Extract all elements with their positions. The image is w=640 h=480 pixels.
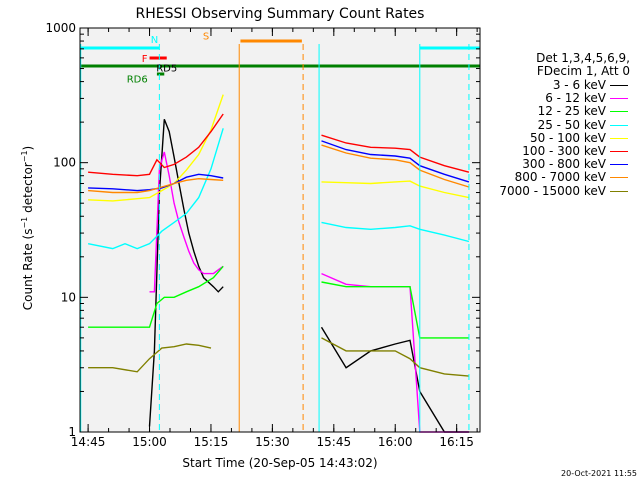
legend-item: 50 - 100 keV xyxy=(470,130,630,145)
legend-header-line-1: Det 1,3,4,5,6,9, xyxy=(536,51,630,65)
legend-item: 100 - 300 keV xyxy=(470,143,630,158)
series-line-2 xyxy=(88,265,224,328)
series-line-5 xyxy=(88,113,224,177)
footer-timestamp: 20-Oct-2021 11:55 xyxy=(561,469,637,478)
marks-layer: NF RD5 RD6 S xyxy=(80,31,480,432)
legend-item-label: 7000 - 15000 keV xyxy=(499,183,606,198)
series-line-4 xyxy=(88,94,224,202)
annotation-1: F xyxy=(142,54,148,65)
legend-item-swatch xyxy=(610,124,628,126)
series-line-7 xyxy=(88,177,224,194)
annotation-2: RD5 xyxy=(156,63,177,74)
legend-item-label: 3 - 6 keV xyxy=(552,78,606,92)
y-tick-label-1: 10 xyxy=(61,290,76,304)
series-line-8 xyxy=(88,343,212,373)
series-line-after-gap-0 xyxy=(320,326,469,433)
series-line-after-gap-5 xyxy=(321,134,470,173)
legend-item: 12 - 25 keV xyxy=(470,105,630,118)
legend-item-swatch xyxy=(610,137,628,139)
series-line-after-gap-3 xyxy=(321,221,470,243)
legend-item-swatch xyxy=(610,190,628,192)
series-line-3 xyxy=(87,128,224,250)
legend-item-label: 800 - 7000 keV xyxy=(514,170,606,185)
axes-layer: 14:45 15:00 15:15 15:30 15:45 16:00 16:15 1 10 10… xyxy=(45,21,481,449)
legend-item-label: 25 - 50 keV xyxy=(537,117,606,132)
legend-item: 300 - 800 keV xyxy=(470,158,630,171)
legend-rows: 3 - 6 keV 6 - 12 keV 12 - 25 keV 25 - 50 ke… xyxy=(470,79,630,198)
y-tick-label-3: 1000 xyxy=(45,21,76,35)
x-tick-label-3: 15:30 xyxy=(255,435,290,449)
x-tick-label-6: 16:15 xyxy=(439,435,474,449)
legend-item: 6 - 12 keV xyxy=(470,92,630,105)
legend-item-swatch xyxy=(610,150,628,152)
x-tick-label-4: 15:45 xyxy=(317,435,352,449)
legend-item: 800 - 7000 keV xyxy=(470,171,630,184)
legend-header-line-2: FDecim 1, Att 0 xyxy=(536,64,630,78)
legend-item-label: 300 - 800 keV xyxy=(522,157,606,172)
series-line-after-gap-4 xyxy=(321,180,470,199)
legend-item: 3 - 6 keV xyxy=(470,79,630,92)
annotation-3: RD6 xyxy=(127,75,148,86)
y-axis-label: Count Rate (s−1 detector−1) xyxy=(20,146,35,310)
x-tick-label-1: 15:00 xyxy=(132,435,167,449)
legend-item-swatch xyxy=(610,98,628,100)
x-tick-label-5: 16:00 xyxy=(378,435,413,449)
legend-item: 7000 - 15000 keV xyxy=(470,183,630,198)
legend-item-label: 100 - 300 keV xyxy=(522,143,606,158)
y-tick-label-0: 1 xyxy=(68,425,76,439)
series-line-after-gap-6 xyxy=(321,140,470,183)
legend-item-swatch xyxy=(610,164,628,166)
legend: Det 1,3,4,5,6,9, FDecim 1, Att 0 3 - 6 k… xyxy=(470,52,630,198)
legend-item-label: 6 - 12 keV xyxy=(545,91,606,106)
series-line-after-gap-8 xyxy=(321,337,469,377)
annotation-4: S xyxy=(203,31,209,42)
y-tick-label-2: 100 xyxy=(53,156,76,170)
x-tick-label-2: 15:15 xyxy=(194,435,229,449)
x-tick-label-0: 14:45 xyxy=(71,435,106,449)
chart-title: RHESSI Observing Summary Count Rates xyxy=(136,6,425,22)
plot-area xyxy=(80,28,480,432)
legend-item-swatch xyxy=(610,177,628,179)
legend-item-swatch xyxy=(610,85,628,86)
legend-item-label: 50 - 100 keV xyxy=(529,130,606,145)
series-line-after-gap-7 xyxy=(321,144,470,188)
legend-item-label: 12 - 25 keV xyxy=(537,104,606,119)
series-line-0 xyxy=(148,119,224,427)
series-line-after-gap-2 xyxy=(321,281,469,339)
x-axis-label: Start Time (20-Sep-05 14:43:02) xyxy=(182,456,377,470)
annotation-0: N xyxy=(151,35,158,46)
legend-item: 25 - 50 keV xyxy=(470,117,630,132)
legend-item-swatch xyxy=(610,111,628,113)
axes-frame xyxy=(79,27,481,433)
